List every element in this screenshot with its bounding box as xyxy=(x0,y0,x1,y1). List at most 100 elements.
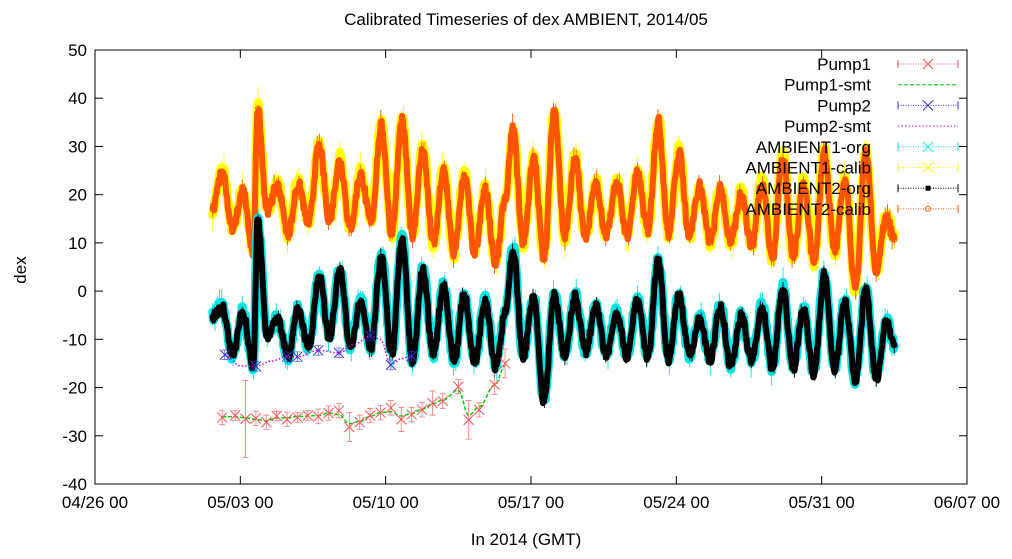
legend-label: Pump2-smt xyxy=(784,117,871,136)
data-point xyxy=(364,330,376,342)
data-point xyxy=(250,360,262,372)
data-point xyxy=(436,189,443,196)
data-point xyxy=(539,247,546,254)
legend-item-pump1-smt: Pump1-smt xyxy=(784,76,958,95)
series-ambient2-org xyxy=(209,214,898,409)
data-point xyxy=(232,345,238,351)
data-point xyxy=(845,211,852,218)
legend-swatch-errorbar xyxy=(897,184,959,193)
data-point xyxy=(766,240,773,247)
data-point xyxy=(209,206,216,213)
legend-item-pump2: Pump2 xyxy=(817,96,959,115)
data-point xyxy=(452,381,464,392)
data-point xyxy=(427,397,438,409)
data-point xyxy=(641,340,647,346)
data-point xyxy=(292,351,303,363)
data-point xyxy=(323,321,329,327)
data-point xyxy=(243,206,250,213)
data-point xyxy=(823,280,829,286)
data-point xyxy=(664,352,670,358)
data-point xyxy=(323,200,330,207)
data-point xyxy=(437,395,449,407)
data-point xyxy=(562,353,568,359)
data-point xyxy=(766,353,772,359)
data-point xyxy=(221,173,228,180)
y-tick-label: -30 xyxy=(62,427,87,446)
data-point xyxy=(406,409,417,420)
data-point xyxy=(323,407,334,419)
data-point xyxy=(301,326,307,332)
data-point xyxy=(333,405,345,417)
data-point xyxy=(311,169,318,176)
data-point xyxy=(516,205,523,212)
data-point xyxy=(426,315,432,321)
data-point xyxy=(596,314,602,320)
data-point xyxy=(652,132,659,139)
data-point xyxy=(732,343,738,349)
x-tick-label: 06/07 00 xyxy=(934,493,1000,512)
data-point xyxy=(789,250,796,257)
data-point xyxy=(471,359,477,365)
series-pump1-smt xyxy=(222,365,506,425)
data-point xyxy=(630,194,637,201)
data-point xyxy=(675,150,682,157)
data-point xyxy=(414,195,421,202)
data-point xyxy=(573,159,580,166)
data-point xyxy=(812,368,818,374)
data-point xyxy=(229,410,241,421)
data-point xyxy=(312,411,324,422)
data-point xyxy=(880,333,886,339)
data-point xyxy=(391,212,398,219)
data-point xyxy=(343,421,355,433)
data-point xyxy=(278,324,284,330)
data-point xyxy=(470,248,477,255)
data-point xyxy=(619,331,625,337)
data-point xyxy=(561,234,568,241)
data-point xyxy=(289,337,295,343)
legend-marker xyxy=(925,205,931,212)
data-point xyxy=(618,203,625,210)
data-point xyxy=(266,331,272,337)
data-point xyxy=(385,402,397,414)
y-tick-label: 10 xyxy=(68,234,87,253)
data-point xyxy=(811,256,818,263)
data-point xyxy=(255,216,261,222)
y-tick-label: -10 xyxy=(62,330,87,349)
data-point xyxy=(857,337,863,343)
data-point xyxy=(277,194,284,201)
data-point xyxy=(482,187,489,194)
data-point xyxy=(414,321,420,327)
data-point xyxy=(869,340,875,346)
x-tick-label: 05/03 00 xyxy=(207,493,273,512)
data-point xyxy=(868,220,875,227)
data-point xyxy=(595,191,602,198)
legend-label: AMBIENT2-org xyxy=(756,179,871,198)
legend-item-ambient2-org: AMBIENT2-org xyxy=(756,179,959,198)
data-point xyxy=(260,416,272,428)
data-point xyxy=(607,338,613,344)
data-point xyxy=(698,319,704,325)
data-point xyxy=(368,218,375,225)
data-point xyxy=(653,271,659,277)
y-axis-label: dex xyxy=(11,256,30,284)
data-point xyxy=(300,201,307,208)
data-point xyxy=(835,354,841,360)
legend-label: AMBIENT1-calib xyxy=(745,159,871,178)
data-point xyxy=(505,177,512,184)
data-point xyxy=(403,271,409,277)
data-point xyxy=(499,358,511,369)
data-point xyxy=(754,199,761,206)
data-point xyxy=(823,157,830,164)
data-point xyxy=(687,352,693,358)
data-point xyxy=(335,274,341,280)
data-point xyxy=(709,231,716,238)
data-point xyxy=(607,214,614,221)
data-point xyxy=(463,414,475,426)
legend-item-pump1: Pump1 xyxy=(817,55,959,74)
data-point xyxy=(216,412,228,423)
data-point xyxy=(448,346,454,352)
data-point xyxy=(755,321,761,327)
data-point xyxy=(573,295,579,301)
data-point xyxy=(493,257,500,264)
